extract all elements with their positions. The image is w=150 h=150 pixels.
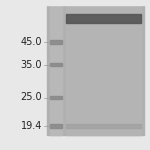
Text: 25.0: 25.0 — [20, 93, 42, 102]
Bar — [50, 40, 61, 44]
Bar — [66, 3, 141, 135]
Text: 45.0: 45.0 — [21, 37, 42, 47]
Text: 35.0: 35.0 — [21, 60, 42, 69]
Bar — [0, 0, 150, 5]
Bar — [50, 96, 61, 99]
Text: 19.4: 19.4 — [21, 121, 42, 131]
Bar — [50, 63, 61, 66]
Bar — [66, 124, 141, 128]
Bar — [46, 3, 144, 135]
Bar — [50, 124, 61, 128]
Bar — [66, 14, 141, 22]
Bar — [50, 3, 61, 135]
